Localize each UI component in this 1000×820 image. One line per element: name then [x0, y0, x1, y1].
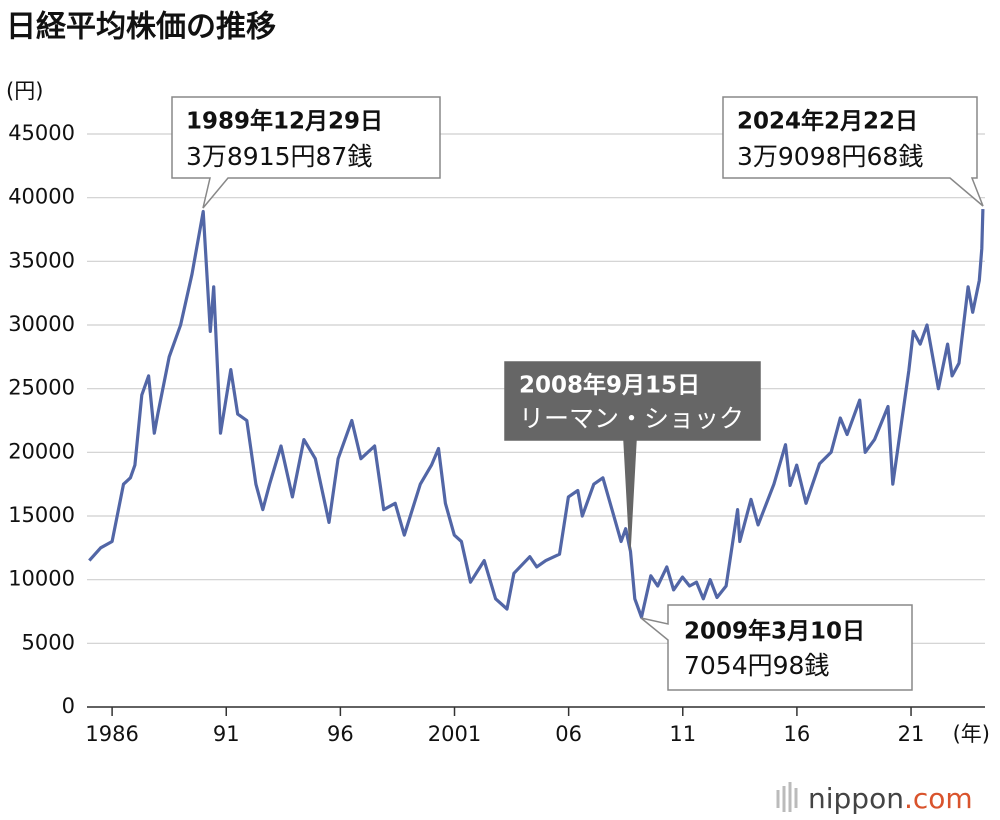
- y-tick-label: 10000: [8, 567, 75, 591]
- callout-box: [171, 96, 441, 209]
- callout-text: 7054円98銭: [684, 651, 829, 680]
- logo-name: nippon: [808, 782, 904, 815]
- source-logo: nippon.com: [808, 782, 973, 815]
- callout-text: 3万8915円87銭: [186, 142, 372, 171]
- x-tick-label: 11: [669, 722, 696, 746]
- logo-suffix: .com: [904, 782, 973, 815]
- callout-date: 2008年9月15日: [519, 372, 700, 399]
- x-tick-label: 1986: [85, 722, 138, 746]
- callout-box: [722, 96, 984, 207]
- price-line: [88, 209, 985, 619]
- x-tick-label: 96: [327, 722, 354, 746]
- callout-date: 2024年2月22日: [737, 108, 918, 135]
- x-tick-label: 16: [784, 722, 811, 746]
- chart-title: 日経平均株価の推移: [6, 10, 276, 45]
- x-tick-label: 06: [555, 722, 582, 746]
- y-tick-label: 25000: [8, 376, 75, 400]
- callout-box: [504, 361, 761, 551]
- y-tick-label: 20000: [8, 439, 75, 463]
- logo-icon: [776, 782, 798, 812]
- x-tick-label: 91: [213, 722, 240, 746]
- y-tick-label: 35000: [8, 248, 75, 272]
- y-tick-label: 45000: [8, 121, 75, 145]
- callout-box: [640, 604, 913, 691]
- x-tick-label: 2001: [428, 722, 481, 746]
- x-axis-unit: (年): [953, 722, 990, 746]
- y-tick-label: 0: [62, 694, 75, 718]
- callout-text: リーマン・ショック: [519, 404, 744, 433]
- y-tick-label: 15000: [8, 503, 75, 527]
- callout-text: 3万9098円68銭: [737, 142, 923, 171]
- y-tick-label: 40000: [8, 185, 75, 209]
- y-axis-unit: (円): [6, 79, 43, 103]
- y-tick-label: 30000: [8, 312, 75, 336]
- x-tick-label: 21: [898, 722, 925, 746]
- callout-date: 2009年3月10日: [684, 618, 865, 645]
- y-tick-label: 5000: [22, 630, 75, 654]
- callout-date: 1989年12月29日: [186, 108, 383, 135]
